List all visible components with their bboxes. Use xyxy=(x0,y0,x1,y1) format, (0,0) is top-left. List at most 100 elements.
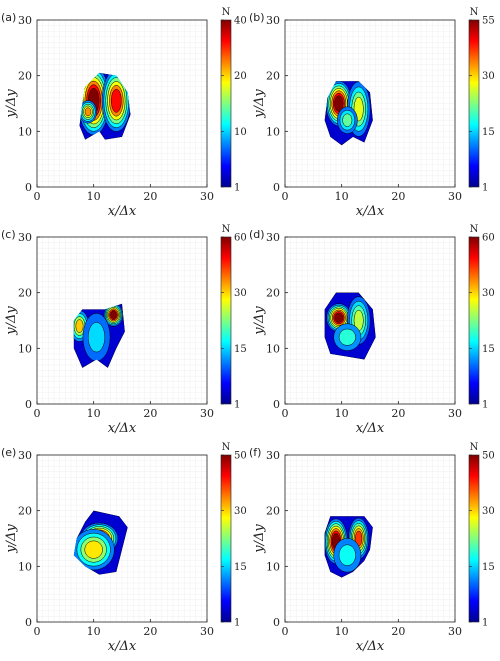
y-tick-label: 30 xyxy=(18,14,32,27)
colorbar-label: N xyxy=(222,224,231,235)
colorbar-tick-label: 20 xyxy=(234,71,247,82)
contour-peak-2-level-1 xyxy=(87,322,106,353)
x-tick-label: 20 xyxy=(391,407,405,420)
axes-frame xyxy=(36,454,208,623)
colorbar-tick-label: 1 xyxy=(234,400,240,411)
colorbar-tick-label: 15 xyxy=(482,344,495,355)
colorbar-tick-label: 15 xyxy=(482,562,495,573)
y-tick-label: 0 xyxy=(273,181,280,194)
x-tick-label: 10 xyxy=(335,407,349,420)
y-tick-label: 0 xyxy=(25,616,32,629)
colorbar-gradient xyxy=(468,236,480,405)
x-tick-label: 20 xyxy=(391,625,405,638)
contour-field xyxy=(73,510,128,575)
colorbar-tick-label: 1 xyxy=(482,183,488,194)
y-axis-label: y/Δy xyxy=(4,89,19,119)
x-tick-label: 0 xyxy=(282,190,289,203)
y-axis-label: y/Δy xyxy=(252,524,267,554)
x-tick-label: 10 xyxy=(335,190,349,203)
colorbar-gradient xyxy=(468,19,480,188)
x-tick-label: 20 xyxy=(143,190,157,203)
x-axis-label: x/Δx xyxy=(356,204,385,219)
y-axis-label: y/Δy xyxy=(252,306,267,336)
contour-peak-2-level-1 xyxy=(338,328,356,346)
y-tick-label: 10 xyxy=(18,125,32,138)
y-tick-label: 20 xyxy=(266,70,280,83)
y-tick-label: 0 xyxy=(25,398,32,411)
colorbar-tick-label: 60 xyxy=(482,233,495,244)
x-tick-label: 20 xyxy=(391,190,405,203)
y-tick-label: 0 xyxy=(273,616,280,629)
y-tick-label: 20 xyxy=(266,505,280,518)
colorbar-tick-label: 55 xyxy=(482,16,495,27)
colorbar-tick-label: 60 xyxy=(234,233,247,244)
colorbar-tick-label: 15 xyxy=(482,127,495,138)
x-tick-label: 10 xyxy=(87,407,101,420)
colorbar-gradient xyxy=(220,454,232,623)
colorbar-tick-label: 40 xyxy=(234,16,247,27)
colorbar-tick-label: 30 xyxy=(234,506,247,517)
x-tick-label: 30 xyxy=(448,190,462,203)
x-tick-label: 20 xyxy=(143,625,157,638)
contour-field xyxy=(324,81,373,146)
contour-peak-1-level-5 xyxy=(111,88,122,113)
axes-frame xyxy=(284,454,456,623)
x-tick-label: 0 xyxy=(34,625,41,638)
panel-label: (b) xyxy=(249,11,265,24)
x-tick-label: 30 xyxy=(200,625,214,638)
y-tick-label: 30 xyxy=(266,231,280,244)
x-tick-label: 30 xyxy=(200,190,214,203)
y-tick-label: 0 xyxy=(25,181,32,194)
y-axis-label: y/Δy xyxy=(4,306,19,336)
colorbar-tick-label: 1 xyxy=(234,618,240,629)
colorbar-label: N xyxy=(222,442,231,453)
y-axis-label: y/Δy xyxy=(4,524,19,554)
y-tick-label: 30 xyxy=(266,14,280,27)
x-tick-label: 20 xyxy=(143,407,157,420)
contour-peak-0-level-6 xyxy=(334,95,344,112)
x-axis-label: x/Δx xyxy=(356,639,385,654)
grid-lines xyxy=(37,20,207,187)
colorbar-tick-label: 10 xyxy=(234,127,247,138)
grid-lines xyxy=(37,237,207,404)
axes-frame xyxy=(36,236,208,405)
contour-field xyxy=(324,516,373,578)
colorbar-tick-label: 1 xyxy=(234,183,240,194)
axes-frame xyxy=(36,19,208,188)
panel-d: 0 10 20 30 0 10 20 30 x/Δx y/Δy (d) N 1 15 30 60 xyxy=(249,224,495,436)
y-tick-label: 20 xyxy=(18,287,32,300)
colorbar-tick-label: 50 xyxy=(234,451,247,462)
colorbar-gradient xyxy=(220,19,232,188)
colorbar: N 1 15 30 60 xyxy=(220,224,247,411)
axes-frame xyxy=(284,236,456,405)
y-tick-label: 10 xyxy=(266,125,280,138)
colorbar-tick-label: 50 xyxy=(482,451,495,462)
panel-label: (e) xyxy=(1,446,16,459)
colorbar: N 1 15 30 50 xyxy=(220,442,247,629)
colorbar-gradient xyxy=(220,236,232,405)
x-tick-label: 30 xyxy=(448,625,462,638)
contour-peak-0-level-6 xyxy=(334,312,344,323)
colorbar-gradient xyxy=(468,454,480,623)
colorbar-tick-label: 30 xyxy=(482,288,495,299)
grid-lines xyxy=(285,237,455,404)
x-tick-label: 0 xyxy=(282,407,289,420)
x-tick-label: 0 xyxy=(34,190,41,203)
x-tick-label: 10 xyxy=(335,625,349,638)
x-tick-label: 10 xyxy=(87,625,101,638)
colorbar-label: N xyxy=(470,224,479,235)
axes-frame xyxy=(284,19,456,188)
x-tick-label: 0 xyxy=(34,407,41,420)
colorbar-tick-label: 15 xyxy=(234,562,247,573)
panel-b: 0 10 20 30 0 10 20 30 x/Δx y/Δy (b) N 1 15 30 55 xyxy=(249,7,495,219)
colorbar: N 1 15 30 55 xyxy=(468,7,495,194)
colorbar-label: N xyxy=(470,7,479,18)
y-tick-label: 0 xyxy=(273,398,280,411)
panel-f: 0 10 20 30 0 10 20 30 x/Δx y/Δy (f) N 1 15 30 50 xyxy=(249,442,495,654)
panel-e: 0 10 20 30 0 10 20 30 x/Δx y/Δy (e) N 1 15 30 50 xyxy=(1,442,247,654)
panel-label: (d) xyxy=(249,228,265,241)
colorbar-tick-label: 30 xyxy=(482,506,495,517)
colorbar: N 1 15 30 50 xyxy=(468,442,495,629)
y-tick-label: 20 xyxy=(266,287,280,300)
